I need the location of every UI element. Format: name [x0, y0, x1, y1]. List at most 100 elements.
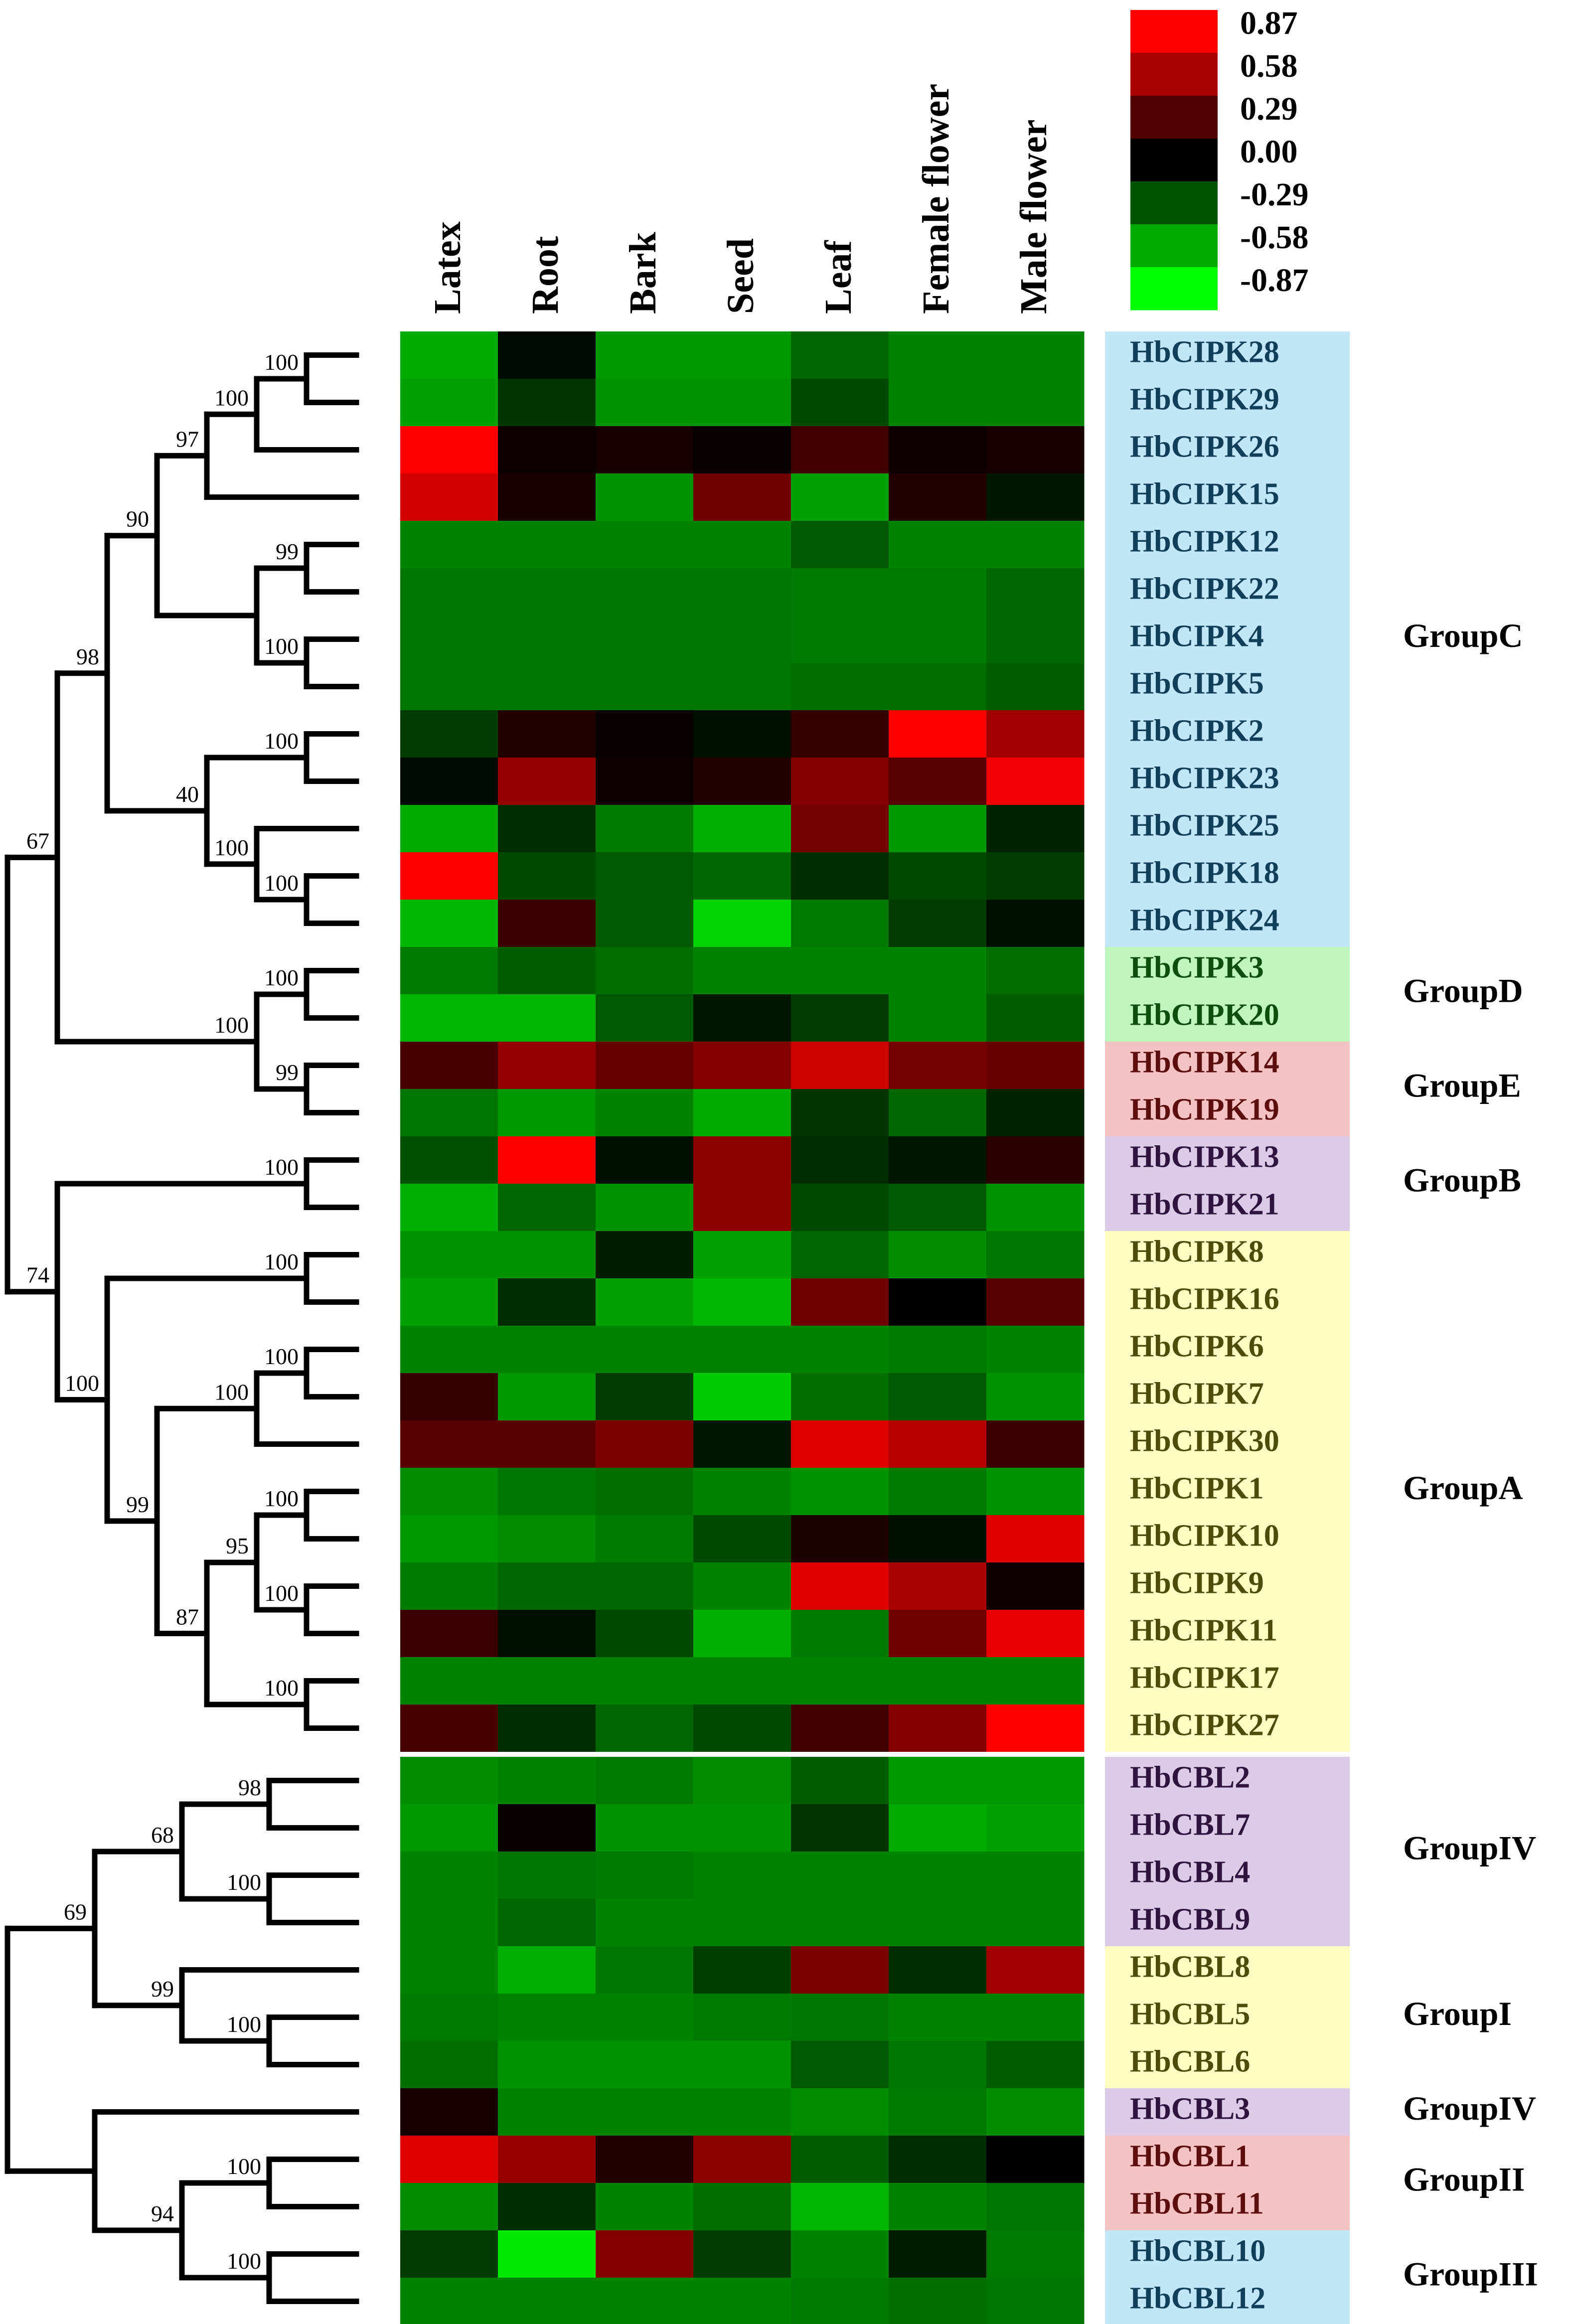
- gene-label: HbCBL5: [1130, 1998, 1250, 2031]
- heatmap-cell: [791, 2136, 889, 2183]
- label-background-band: [1105, 331, 1350, 947]
- heatmap-cell: [986, 710, 1085, 758]
- gene-label: HbCIPK2: [1130, 714, 1264, 748]
- heatmap-cell: [693, 710, 791, 758]
- heatmap-cell: [889, 2088, 987, 2136]
- heatmap-cell: [693, 2183, 791, 2231]
- heatmap-cell: [596, 900, 694, 947]
- heatmap-cell: [400, 1515, 498, 1563]
- heatmap-cell: [889, 1326, 987, 1374]
- heatmap-cell: [986, 1610, 1085, 1658]
- heatmap-cell: [498, 1899, 596, 1947]
- heatmap-cell: [498, 1373, 596, 1421]
- heatmap-cell: [596, 2230, 694, 2278]
- heatmap-cell: [986, 1420, 1085, 1468]
- heatmap-cell: [596, 852, 694, 900]
- gene-label: HbCIPK25: [1130, 809, 1279, 843]
- heatmap-cell: [596, 1704, 694, 1752]
- heatmap-cell: [498, 1136, 596, 1184]
- heatmap-cell: [791, 1657, 889, 1705]
- heatmap-cell: [596, 1757, 694, 1805]
- heatmap-cell: [400, 1899, 498, 1947]
- heatmap-cell: [791, 1994, 889, 2041]
- heatmap-cell: [889, 852, 987, 900]
- heatmap-cell: [986, 1899, 1085, 1947]
- label-background-band: [1105, 2230, 1350, 2324]
- heatmap-cell: [791, 852, 889, 900]
- gene-label: HbCIPK3: [1130, 951, 1264, 985]
- heatmap-cell: [791, 805, 889, 853]
- legend-label: -0.29: [1240, 176, 1308, 213]
- heatmap-cell: [693, 1562, 791, 1610]
- heatmap-cell: [889, 331, 987, 379]
- heatmap-cell: [889, 1704, 987, 1752]
- heatmap-cell: [791, 1089, 889, 1137]
- bootstrap-value: 98: [238, 1775, 261, 1800]
- heatmap-cell: [986, 426, 1085, 474]
- heatmap-cell: [791, 2230, 889, 2278]
- heatmap-cell: [693, 521, 791, 569]
- heatmap-cell: [400, 852, 498, 900]
- gene-label: HbCIPK4: [1130, 620, 1264, 653]
- dendrogram: 100 100 97 99 100 90 100 100 100 40 98 100 99 100 67 10…: [4, 349, 359, 2304]
- heatmap-cell: [400, 1946, 498, 1994]
- heatmap-cell: [498, 994, 596, 1042]
- heatmap-cell: [986, 805, 1085, 853]
- heatmap-cell: [693, 1994, 791, 2041]
- heatmap-cell: [400, 994, 498, 1042]
- heatmap-cell: [596, 2136, 694, 2183]
- heatmap-cell: [986, 616, 1085, 663]
- heatmap-cell: [498, 2041, 596, 2089]
- heatmap-cell: [791, 568, 889, 616]
- gene-label: HbCIPK10: [1130, 1519, 1279, 1553]
- gene-label: HbCIPK5: [1130, 667, 1264, 701]
- heatmap-cell: [400, 1468, 498, 1516]
- heatmap-cell: [693, 1757, 791, 1805]
- heatmap-cell: [791, 1231, 889, 1279]
- heatmap-cell: [791, 1042, 889, 1089]
- label-background-band: [1105, 2136, 1350, 2230]
- gene-label: HbCBL12: [1130, 2282, 1265, 2316]
- group-label: GroupA: [1403, 1469, 1523, 1507]
- heatmap-cell: [693, 1852, 791, 1899]
- bootstrap-value: 100: [227, 2012, 261, 2037]
- heatmap-cell: [791, 2278, 889, 2324]
- bootstrap-value: 100: [264, 728, 299, 754]
- heatmap-cell: [596, 1326, 694, 1374]
- heatmap-cell: [986, 1852, 1085, 1899]
- bootstrap-value: 100: [264, 965, 299, 990]
- heatmap-cell: [400, 1373, 498, 1421]
- bootstrap-value: 100: [214, 1012, 249, 1038]
- bootstrap-value: 87: [176, 1604, 199, 1630]
- gene-label: HbCBL1: [1130, 2140, 1250, 2173]
- heatmap-cell: [889, 379, 987, 427]
- heatmap-cell: [400, 710, 498, 758]
- heatmap-cell: [693, 1515, 791, 1563]
- heatmap-cell: [791, 758, 889, 805]
- heatmap-cell: [596, 1994, 694, 2041]
- label-background-band: [1105, 947, 1350, 1042]
- heatmap-cell: [986, 900, 1085, 947]
- heatmap-cell: [791, 616, 889, 663]
- heatmap-cell: [693, 1468, 791, 1516]
- heatmap-cell: [400, 758, 498, 805]
- heatmap-cell: [498, 2088, 596, 2136]
- heatmap-cell: [791, 2183, 889, 2231]
- heatmap-cell: [596, 947, 694, 995]
- heatmap-cell: [791, 379, 889, 427]
- heatmap-cell: [596, 1899, 694, 1947]
- heatmap-cell: [498, 852, 596, 900]
- heatmap-cell: [498, 1657, 596, 1705]
- bootstrap-value: 99: [276, 539, 299, 564]
- heatmap-cell: [986, 1089, 1085, 1137]
- heatmap-cell: [986, 1278, 1085, 1326]
- heatmap-cell: [596, 805, 694, 853]
- gene-label: HbCIPK28: [1130, 335, 1279, 369]
- heatmap-cell: [498, 947, 596, 995]
- heatmap-cell: [889, 521, 987, 569]
- label-background-band: [1105, 1946, 1350, 2088]
- bootstrap-value: 68: [151, 1822, 174, 1848]
- bootstrap-value: 100: [264, 870, 299, 896]
- heatmap-cell: [693, 473, 791, 521]
- legend-label: -0.87: [1240, 262, 1308, 299]
